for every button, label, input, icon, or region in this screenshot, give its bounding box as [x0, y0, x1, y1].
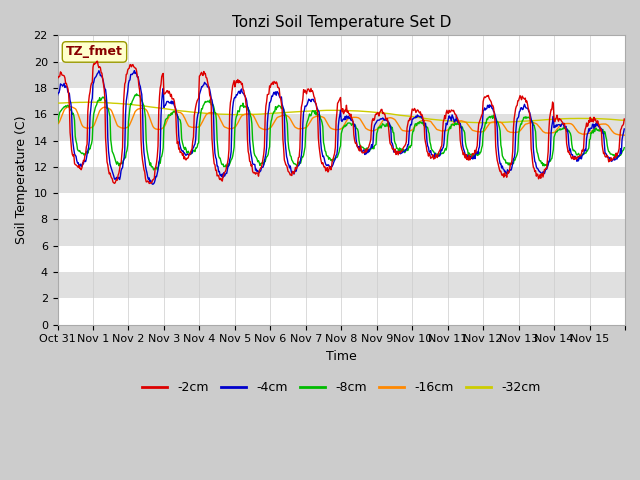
Y-axis label: Soil Temperature (C): Soil Temperature (C): [15, 116, 28, 244]
Text: TZ_fmet: TZ_fmet: [66, 46, 123, 59]
Bar: [58, 61, 625, 88]
Bar: [58, 298, 625, 324]
Bar: [58, 219, 625, 246]
Bar: [58, 88, 625, 114]
Bar: [58, 114, 625, 141]
Title: Tonzi Soil Temperature Set D: Tonzi Soil Temperature Set D: [232, 15, 451, 30]
Bar: [58, 141, 625, 167]
Bar: [58, 167, 625, 193]
Bar: [58, 246, 625, 272]
Bar: [58, 36, 625, 61]
Legend: -2cm, -4cm, -8cm, -16cm, -32cm: -2cm, -4cm, -8cm, -16cm, -32cm: [137, 376, 545, 399]
Bar: [58, 193, 625, 219]
Bar: [58, 272, 625, 298]
X-axis label: Time: Time: [326, 350, 356, 363]
